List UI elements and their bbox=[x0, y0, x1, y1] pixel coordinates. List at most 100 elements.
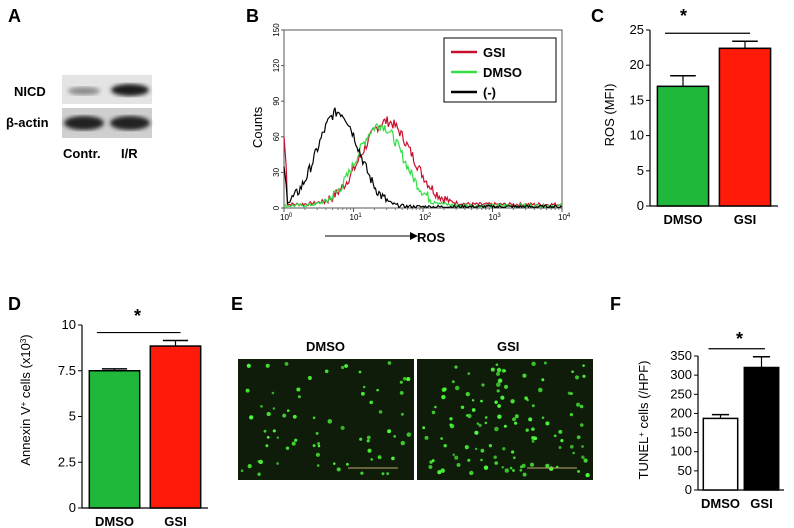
ros-y-tick-label: 15 bbox=[630, 92, 644, 107]
actin-band-control bbox=[64, 116, 104, 130]
tunel-positive-cell-gsi bbox=[496, 389, 500, 393]
tunel-positive-cell-dmso bbox=[406, 432, 412, 437]
histogram-y-tick-label: 30 bbox=[272, 167, 281, 176]
tunel-positive-cell-gsi bbox=[443, 444, 447, 448]
histogram-legend: GSI DMSO (-) bbox=[443, 37, 557, 103]
tunel-positive-cell-gsi bbox=[541, 378, 545, 382]
tunel-positive-cell-dmso bbox=[307, 375, 312, 381]
microscopy-label-gsi: GSI bbox=[497, 339, 519, 354]
tunel-positive-cell-dmso bbox=[265, 444, 269, 448]
tunel-positive-cell-gsi bbox=[449, 423, 453, 427]
tunel-positive-cell-dmso bbox=[249, 415, 254, 420]
tunel-positive-cell-gsi bbox=[484, 416, 488, 419]
histogram-x-tick-label: 104 bbox=[558, 213, 571, 222]
annexin-label-prefix: Annexin V bbox=[18, 406, 33, 466]
ros-y-axis-label: ROS (MFI) bbox=[602, 84, 617, 147]
tunel-positive-cell-gsi bbox=[437, 470, 442, 475]
annexin-bar-dmso bbox=[88, 370, 141, 509]
tunel-positive-cell-dmso bbox=[360, 471, 364, 475]
tunel-positive-cell-dmso bbox=[258, 459, 263, 465]
annexin-bar-gsi bbox=[149, 345, 202, 509]
tunel-positive-cell-gsi bbox=[452, 453, 455, 457]
tunel-positive-cell-dmso bbox=[265, 363, 270, 368]
tunel-positive-cell-gsi bbox=[464, 445, 469, 450]
histogram-x-tick-label: 101 bbox=[350, 213, 363, 222]
tunel-positive-cell-dmso bbox=[266, 436, 270, 439]
tunel-positive-cell-gsi bbox=[467, 458, 471, 462]
ros-bar-dmso bbox=[656, 85, 710, 207]
tunel-positive-cell-gsi bbox=[543, 361, 547, 365]
tunel-positive-cell-gsi bbox=[471, 408, 476, 412]
tunel-y-tick-label: 250 bbox=[670, 386, 692, 401]
tunel-positive-cell-gsi bbox=[493, 455, 497, 459]
tunel-positive-cell-gsi bbox=[422, 426, 426, 430]
histogram-y-tick-label: 120 bbox=[272, 58, 281, 72]
tunel-positive-cell-gsi bbox=[511, 450, 515, 454]
annexin-y-tick-label: 7.5 bbox=[58, 363, 76, 378]
tunel-positive-cell-gsi bbox=[454, 385, 460, 391]
legend-label-dmso: DMSO bbox=[483, 65, 522, 80]
tunel-positive-cell-dmso bbox=[391, 456, 395, 461]
tunel-positive-cell-gsi bbox=[526, 398, 529, 402]
ros-y-tick-label: 10 bbox=[630, 128, 644, 143]
tunel-positive-cell-dmso bbox=[276, 462, 279, 465]
tunel-positive-cell-dmso bbox=[381, 472, 385, 476]
tunel-positive-cell-dmso bbox=[260, 405, 263, 408]
tunel-positive-cell-gsi bbox=[503, 369, 507, 373]
tunel-positive-cell-dmso bbox=[376, 388, 379, 392]
ros-bar-gsi bbox=[718, 47, 772, 207]
tunel-positive-cell-gsi bbox=[579, 423, 584, 427]
ros-x-tick-label: DMSO bbox=[664, 212, 703, 227]
ros-y-tick-label: 20 bbox=[630, 57, 644, 72]
tunel-positive-cell-gsi bbox=[569, 444, 574, 449]
tunel-y-tick-label: 100 bbox=[670, 444, 692, 459]
ros-bar-chart: ROS (MFI) * 0 5 10 15 20 25 DMSO GSI bbox=[602, 6, 778, 227]
tunel-positive-cell-gsi bbox=[576, 402, 581, 407]
panel-letter-c: C bbox=[591, 6, 604, 26]
tunel-y-tick-label: 0 bbox=[685, 482, 692, 497]
tunel-positive-cell-gsi bbox=[503, 424, 507, 428]
tunel-positive-cell-gsi bbox=[577, 469, 581, 473]
tunel-positive-cell-gsi bbox=[488, 444, 493, 448]
tunel-bar-dmso bbox=[702, 417, 739, 491]
tunel-positive-cell-gsi bbox=[469, 470, 474, 476]
tunel-positive-cell-gsi bbox=[581, 455, 585, 459]
tunel-positive-cell-dmso bbox=[378, 410, 383, 414]
tunel-positive-cell-gsi bbox=[569, 412, 574, 417]
tunel-positive-cell-dmso bbox=[315, 452, 320, 457]
tunel-bar-gsi bbox=[743, 366, 780, 491]
tunel-positive-cell-dmso bbox=[358, 370, 362, 374]
panel-letter-a: A bbox=[8, 6, 21, 26]
tunel-positive-cell-gsi bbox=[460, 405, 465, 410]
tunel-positive-cell-gsi bbox=[483, 465, 489, 470]
tunel-microscopy-panel: DMSO GSI bbox=[238, 339, 593, 480]
tunel-significance-star: * bbox=[736, 329, 743, 349]
tunel-positive-cell-gsi bbox=[531, 361, 536, 367]
tunel-y-tick-label: 200 bbox=[670, 405, 692, 420]
annexin-bar-chart: Annexin V+ cells (x103) * 0 2.5 5 7.5 10 DMSO… bbox=[18, 306, 208, 528]
tunel-positive-cell-dmso bbox=[340, 425, 345, 430]
tunel-positive-cell-gsi bbox=[514, 421, 518, 425]
tunel-positive-cell-dmso bbox=[245, 388, 250, 393]
tunel-positive-cell-gsi bbox=[495, 363, 499, 367]
tunel-positive-cell-gsi bbox=[581, 445, 584, 448]
tunel-positive-cell-gsi bbox=[465, 414, 469, 417]
histogram-x-label: ROS bbox=[417, 230, 446, 245]
tunel-positive-cell-gsi bbox=[456, 462, 461, 467]
tunel-positive-cell-dmso bbox=[315, 431, 319, 435]
tunel-positive-cell-gsi bbox=[494, 426, 499, 432]
tunel-positive-cell-gsi bbox=[476, 422, 480, 425]
tunel-y-tick-label: 150 bbox=[670, 425, 692, 440]
microscopy-label-dmso: DMSO bbox=[306, 339, 345, 354]
annexin-y-tick-label: 0 bbox=[69, 500, 76, 515]
tunel-positive-cell-dmso bbox=[285, 446, 290, 450]
histogram-series-negative bbox=[283, 107, 563, 209]
annexin-y-axis-label: Annexin V+ cells (x103) bbox=[18, 334, 33, 465]
tunel-positive-cell-gsi bbox=[441, 394, 446, 400]
tunel-positive-cell-gsi bbox=[531, 435, 536, 440]
ros-y-tick-label: 25 bbox=[630, 22, 644, 37]
histogram-x-tick-label: 100 bbox=[280, 213, 293, 222]
histogram-series-dmso bbox=[283, 123, 563, 209]
tunel-positive-cell-gsi bbox=[558, 429, 563, 434]
